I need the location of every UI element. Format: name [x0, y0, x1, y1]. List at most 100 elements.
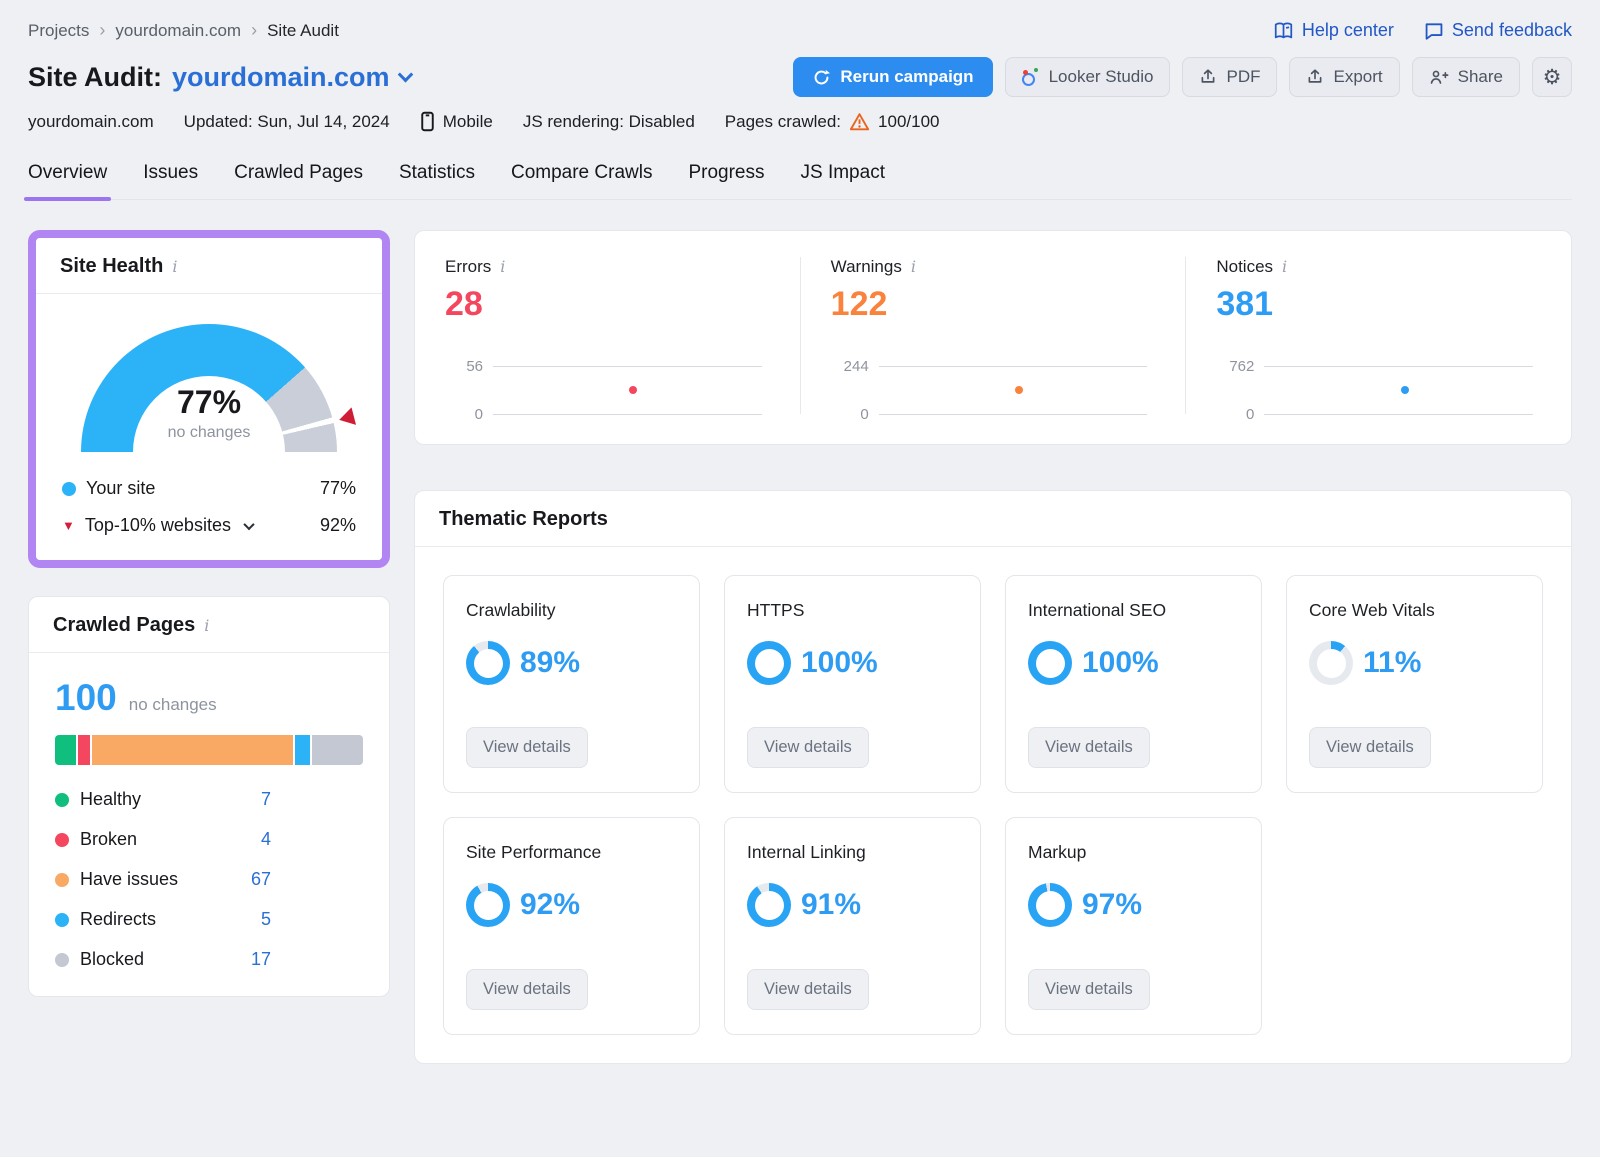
crawled-pages-legend: Healthy7Broken4Have issues67Redirects5Bl…: [55, 789, 363, 970]
warnings-data-point: [1015, 386, 1023, 394]
pdf-button[interactable]: PDF: [1182, 57, 1277, 97]
report-name: Core Web Vitals: [1309, 600, 1520, 621]
red-triangle-icon: ▼: [62, 518, 75, 533]
legend-value-link[interactable]: 4: [261, 829, 271, 850]
notices-metric: Notices i 381 762 0: [1185, 257, 1571, 414]
looker-studio-button[interactable]: Looker Studio: [1005, 57, 1171, 97]
issues-summary-card: Errors i 28 56 0 Warnings i 122: [414, 230, 1572, 445]
send-feedback-link[interactable]: Send feedback: [1424, 20, 1572, 41]
tab-overview[interactable]: Overview: [28, 156, 107, 199]
chevron-down-icon: [397, 66, 413, 82]
report-name: Markup: [1028, 842, 1239, 863]
legend-value-link[interactable]: 67: [251, 869, 271, 890]
notices-trend-chart: 762 0: [1216, 366, 1541, 414]
breadcrumb-site-audit: Site Audit: [267, 21, 339, 41]
domain-link: yourdomain.com: [172, 62, 390, 93]
report-percent: 100%: [801, 646, 878, 680]
report-donut-chart: [1028, 883, 1072, 927]
page-title: Site Audit:: [28, 62, 162, 93]
info-icon[interactable]: i: [500, 259, 505, 275]
tab-statistics[interactable]: Statistics: [399, 156, 475, 199]
help-center-link[interactable]: Help center: [1273, 20, 1394, 41]
breadcrumb-domain[interactable]: yourdomain.com: [115, 21, 241, 41]
info-icon[interactable]: i: [204, 618, 209, 634]
rerun-campaign-label: Rerun campaign: [840, 67, 973, 87]
chevron-down-icon[interactable]: [243, 518, 254, 529]
report-donut-chart: [747, 883, 791, 927]
tab-js-impact[interactable]: JS Impact: [801, 156, 885, 199]
report-name: Crawlability: [466, 600, 677, 621]
report-name: Site Performance: [466, 842, 677, 863]
upload-icon: [1199, 68, 1217, 86]
report-percent: 100%: [1082, 646, 1159, 680]
breadcrumb-projects[interactable]: Projects: [28, 21, 89, 41]
tab-compare-crawls[interactable]: Compare Crawls: [511, 156, 652, 199]
legend-dot-icon: [55, 833, 69, 847]
legend-value-link[interactable]: 5: [261, 909, 271, 930]
bar-segment-healthy: [55, 735, 76, 765]
axis-max-label: 244: [831, 358, 869, 375]
thematic-card-international-seo: International SEO 100% View details: [1005, 575, 1262, 793]
site-health-change: no changes: [81, 424, 337, 442]
axis-min-label: 0: [831, 406, 869, 423]
legend-label: Broken: [80, 829, 137, 850]
report-percent: 11%: [1363, 646, 1421, 680]
crawled-pages-total: 100: [55, 677, 117, 719]
gear-icon: ⚙: [1543, 65, 1562, 90]
notices-data-point: [1401, 386, 1409, 394]
legend-value-link[interactable]: 17: [251, 949, 271, 970]
legend-dot-icon: [55, 913, 69, 927]
tab-bar: Overview Issues Crawled Pages Statistics…: [28, 156, 1572, 200]
site-health-gauge: 77% no changes: [81, 324, 337, 452]
axis-max-label: 56: [445, 358, 483, 375]
tab-issues[interactable]: Issues: [143, 156, 198, 199]
legend-your-site: Your site 77%: [62, 478, 356, 499]
report-donut-chart: [747, 641, 791, 685]
meta-js-rendering: JS rendering: Disabled: [523, 112, 695, 132]
view-details-button[interactable]: View details: [466, 727, 588, 768]
view-details-button[interactable]: View details: [1028, 727, 1150, 768]
thematic-card-https: HTTPS100%View details: [724, 575, 981, 793]
help-center-label: Help center: [1302, 20, 1394, 41]
legend-value-link[interactable]: 7: [261, 789, 271, 810]
legend-item: Redirects5: [55, 909, 271, 930]
site-health-score: 77%: [81, 384, 337, 421]
top-bar: Projects › yourdomain.com › Site Audit H…: [28, 20, 1572, 41]
view-details-button[interactable]: View details: [466, 969, 588, 1010]
thematic-card-crawlability: Crawlability89%View details: [443, 575, 700, 793]
view-details-button[interactable]: View details: [1309, 727, 1431, 768]
share-button[interactable]: Share: [1412, 57, 1520, 97]
domain-selector[interactable]: yourdomain.com: [172, 62, 411, 93]
view-details-button[interactable]: View details: [747, 727, 869, 768]
notices-value: 381: [1216, 285, 1541, 324]
errors-data-point: [629, 386, 637, 394]
legend-item: Have issues67: [55, 869, 271, 890]
pages-crawled-value: 100/100: [878, 112, 939, 132]
benchmark-label: Top-10% websites: [85, 515, 231, 536]
tab-progress[interactable]: Progress: [688, 156, 764, 199]
rerun-campaign-button[interactable]: Rerun campaign: [793, 57, 992, 97]
settings-button[interactable]: ⚙: [1532, 57, 1572, 97]
legend-item: Healthy7: [55, 789, 271, 810]
crawled-pages-stacked-bar: [55, 735, 363, 765]
view-details-button[interactable]: View details: [1028, 969, 1150, 1010]
export-button[interactable]: Export: [1289, 57, 1399, 97]
info-icon[interactable]: i: [911, 259, 916, 275]
legend-benchmark: ▼ Top-10% websites 92%: [62, 515, 356, 536]
report-name: International SEO: [1028, 600, 1239, 621]
legend-dot-icon: [55, 953, 69, 967]
report-percent: 97%: [1082, 888, 1142, 922]
refresh-icon: [812, 68, 831, 87]
looker-studio-label: Looker Studio: [1049, 67, 1154, 87]
tab-crawled-pages[interactable]: Crawled Pages: [234, 156, 363, 199]
info-icon[interactable]: i: [172, 259, 177, 275]
book-icon: [1273, 21, 1294, 40]
thematic-card-internal-linking: Internal Linking91%View details: [724, 817, 981, 1035]
errors-label: Errors: [445, 257, 491, 277]
looker-studio-icon: [1022, 68, 1040, 86]
bar-segment-have-issues: [92, 735, 293, 765]
view-details-button[interactable]: View details: [747, 969, 869, 1010]
report-donut-chart: [1309, 641, 1353, 685]
errors-value: 28: [445, 285, 770, 324]
info-icon[interactable]: i: [1282, 259, 1287, 275]
